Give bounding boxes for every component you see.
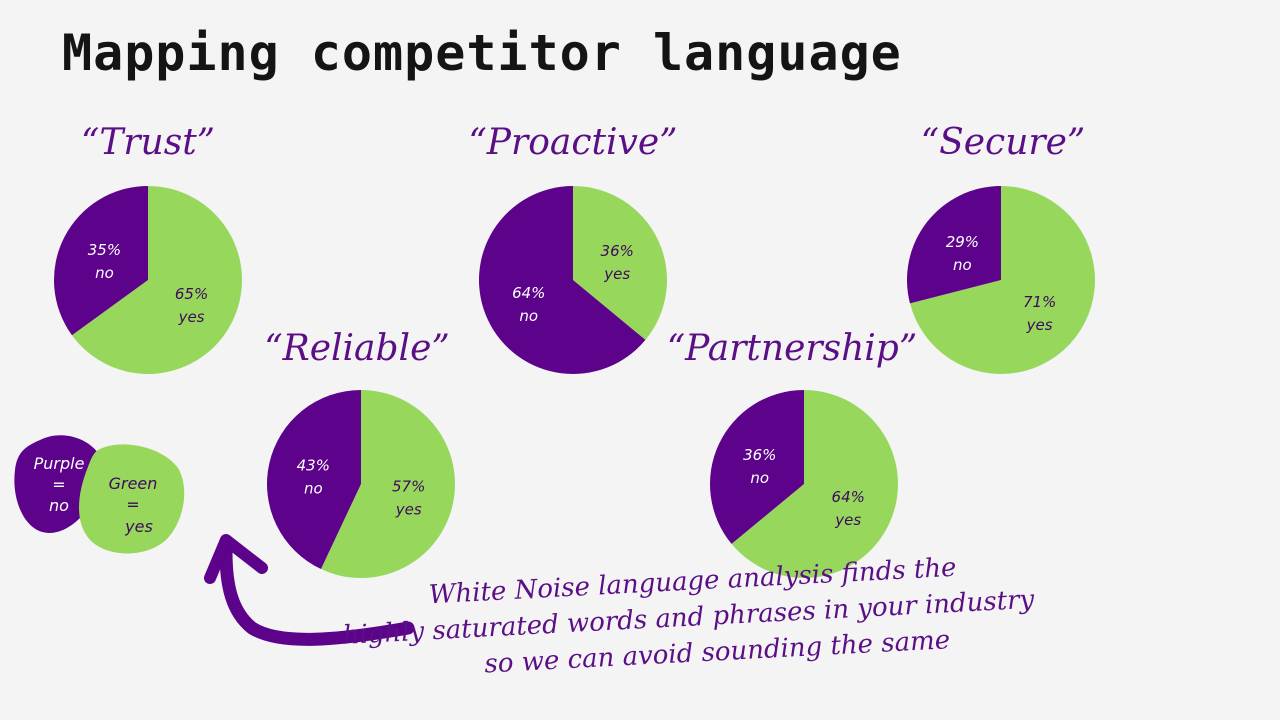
legend-green-line2: = — [126, 495, 139, 514]
legend-purple-line2: = — [52, 475, 65, 494]
chart-title-reliable: “Reliable” — [264, 328, 450, 369]
pie-slice-no-partnership — [710, 390, 804, 544]
pie-category-label-no-reliable: no — [304, 479, 323, 497]
chart-title-partnership: “Partnership” — [666, 328, 918, 369]
legend-green-line1: Green — [109, 474, 158, 493]
pie-slice-yes-secure — [909, 186, 1095, 374]
page-title: Mapping competitor language — [62, 24, 902, 82]
pie-category-label-yes-reliable: yes — [395, 501, 422, 519]
pie-category-label-no-secure: no — [953, 256, 972, 274]
pie-value-label-yes-partnership: 64% — [832, 488, 865, 506]
pie-slice-yes-trust — [71, 186, 243, 375]
curved-arrow-icon — [219, 545, 415, 646]
pie-category-label-no-trust: no — [95, 264, 114, 282]
pie-chart-partnership: 64% yes 36% no — [710, 390, 898, 578]
pie-category-label-no-partnership: no — [750, 469, 769, 487]
pie-chart-trust: 65% yes 35% no — [54, 186, 243, 375]
pie-category-label-yes-partnership: yes — [834, 511, 861, 529]
pie-value-label-yes-secure: 71% — [1023, 293, 1056, 311]
pie-slice-no-trust — [54, 186, 149, 336]
legend-purple-line3: no — [49, 496, 69, 515]
arrow-head-icon — [204, 534, 268, 584]
pie-chart-proactive: 36% yes 64% no — [478, 186, 667, 375]
legend-purple-line1: Purple — [34, 454, 85, 473]
pie-value-label-no-proactive: 64% — [512, 284, 545, 302]
pie-category-label-no-proactive: no — [519, 307, 538, 325]
pie-slice-no-secure — [907, 186, 1001, 304]
pie-slice-yes-partnership — [731, 390, 898, 578]
pie-category-label-yes-trust: yes — [178, 308, 205, 326]
pie-value-label-no-reliable: 43% — [297, 456, 330, 474]
chart-title-secure: “Secure” — [920, 122, 1086, 163]
pie-slice-no-reliable — [267, 390, 361, 570]
pie-chart-secure: 71% yes 29% no — [907, 186, 1095, 374]
pie-chart-reliable: 57% yes 43% no — [267, 390, 456, 578]
pie-value-label-yes-proactive: 36% — [601, 242, 634, 260]
pie-value-label-yes-reliable: 57% — [392, 478, 425, 496]
pie-value-label-no-trust: 35% — [88, 241, 121, 259]
pie-slice-yes-proactive — [573, 186, 667, 340]
pie-category-label-yes-secure: yes — [1026, 316, 1053, 334]
chart-title-proactive: “Proactive” — [468, 122, 678, 163]
legend-green-line3: yes — [124, 517, 153, 536]
pie-category-label-yes-proactive: yes — [603, 265, 630, 283]
pie-value-label-no-partnership: 36% — [743, 446, 776, 464]
pie-slice-no-proactive — [478, 186, 646, 375]
pie-slice-yes-reliable — [320, 390, 456, 578]
pie-value-label-no-secure: 29% — [946, 233, 979, 251]
legend-green-blob — [79, 444, 185, 554]
pie-value-label-yes-trust: 65% — [175, 285, 208, 303]
chart-title-trust: “Trust” — [80, 122, 216, 163]
